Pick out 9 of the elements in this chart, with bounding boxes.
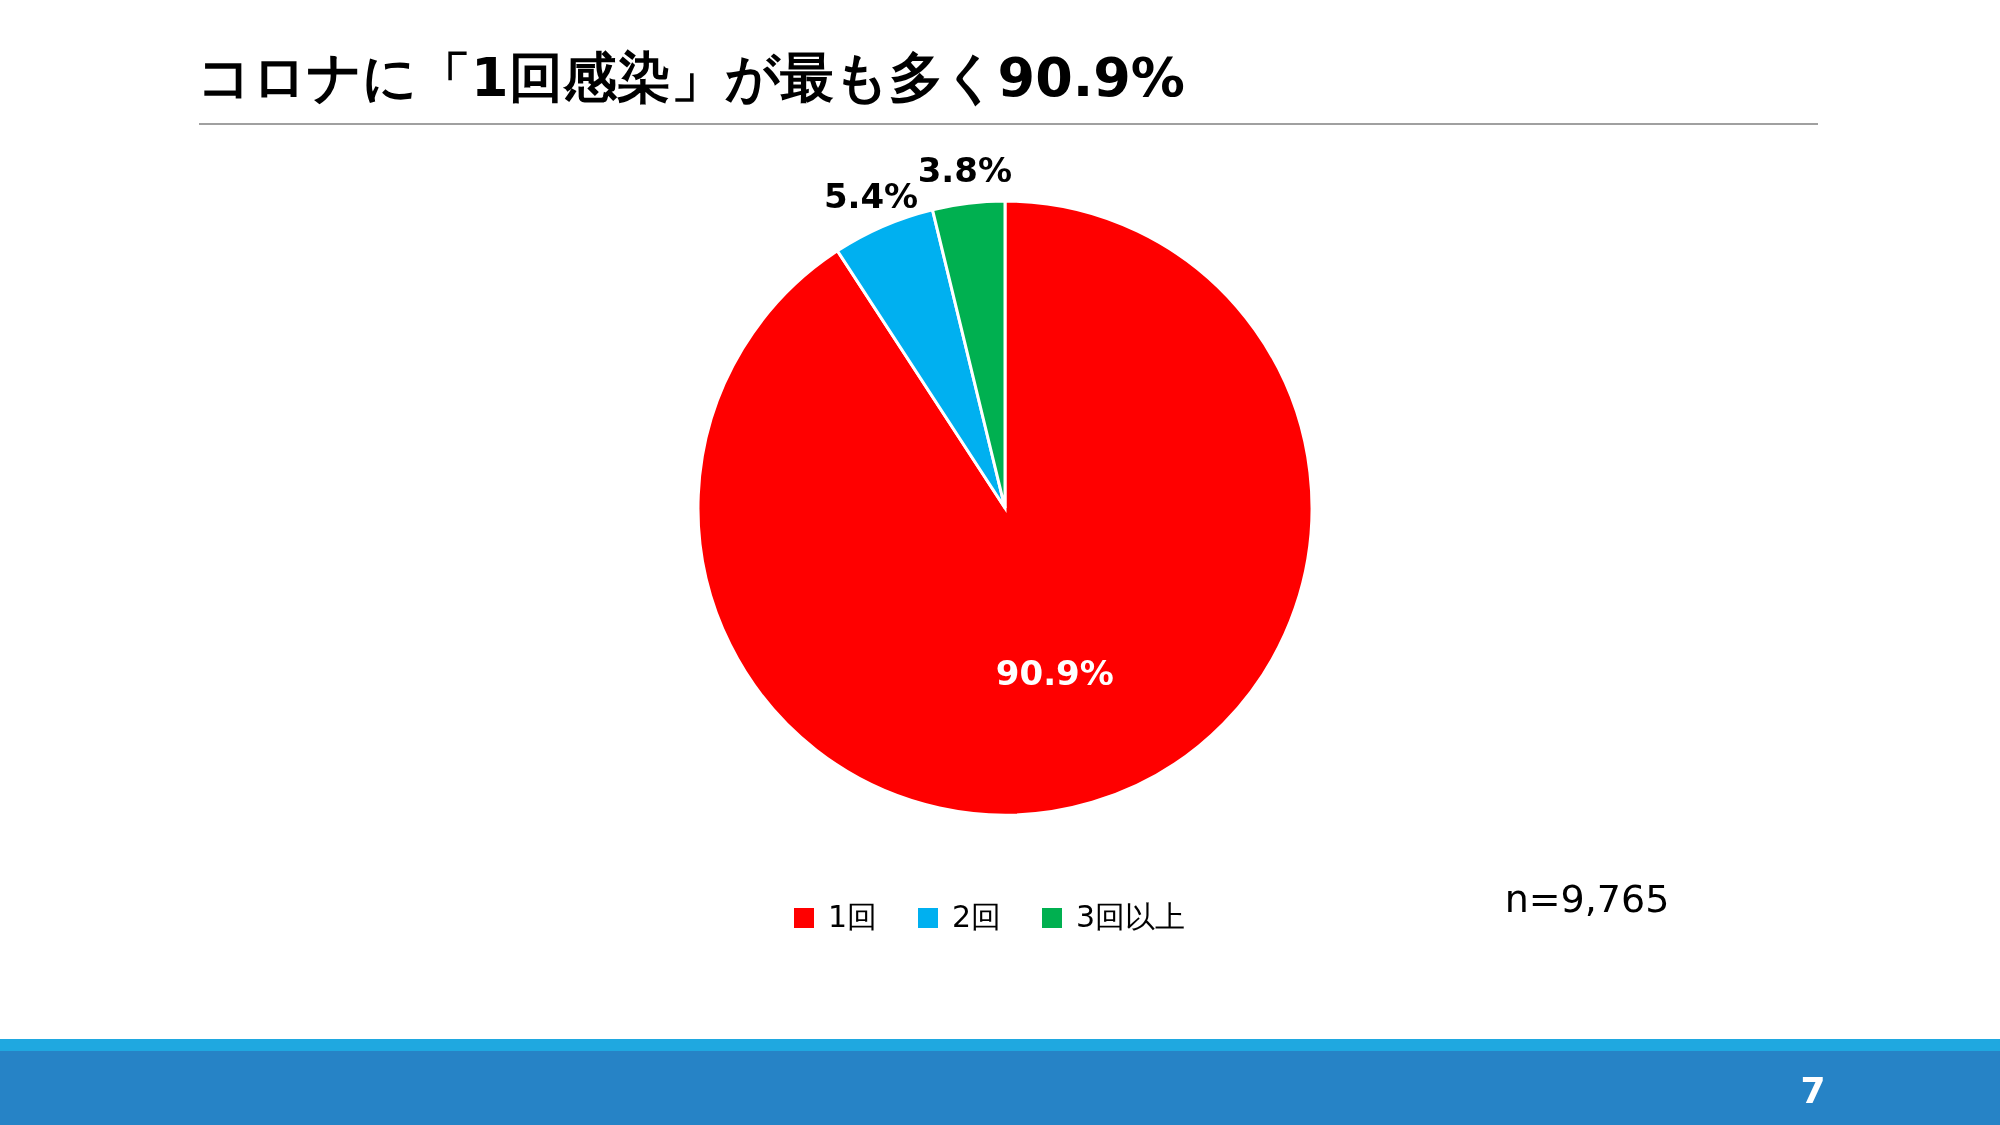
data-label: 3.8% (917, 150, 1012, 191)
legend-label: 1回 (828, 898, 878, 934)
text: 7 (1800, 1070, 1826, 1111)
data-label: 90.9% (995, 653, 1114, 694)
text: n=9,765 (1504, 877, 1670, 921)
legend-label: 2回 (952, 898, 1002, 934)
chart-title: コロナに「1回感染」が最も多く90.9% (197, 46, 1185, 109)
legend-label: 3回以上 (1076, 898, 1186, 934)
data-label: 5.4% (823, 175, 919, 216)
